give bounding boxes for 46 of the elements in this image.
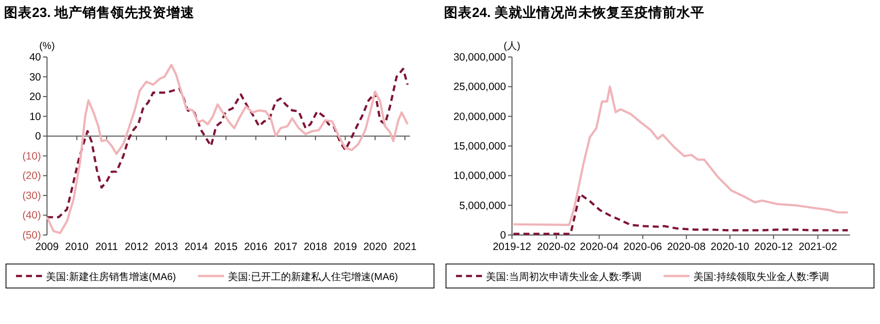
y-tick-label: (50) — [22, 230, 41, 242]
y-tick-label: (30) — [22, 190, 41, 202]
y-axis-title: (%) — [39, 41, 55, 52]
y-tick-label: 30,000,000 — [453, 52, 506, 64]
x-tick-label: 2014 — [184, 241, 208, 253]
legend-label: 美国:新建住房销售增速(MA6) — [46, 271, 176, 283]
y-tick-label: 0 — [500, 230, 506, 242]
x-tick-label: 2019 — [334, 241, 358, 253]
x-tick-label: 2020-04 — [580, 241, 619, 253]
legend-label: 美国:已开工的新建私人住宅增速(MA6) — [228, 271, 398, 283]
x-tick-label: 2020 — [363, 241, 387, 253]
x-tick-label: 2019-12 — [492, 241, 532, 253]
y-tick-label: (40) — [22, 210, 41, 222]
x-tick-label: 2020-06 — [623, 241, 662, 253]
x-tick-label: 2020-10 — [710, 241, 750, 253]
x-tick-label: 2011 — [95, 241, 118, 253]
x-tick-label: 2009 — [35, 241, 59, 253]
x-tick-label: 2021 — [393, 241, 417, 253]
x-tick-label: 2010 — [65, 241, 89, 253]
y-tick-label: 0 — [35, 130, 42, 143]
x-tick-label: 2017 — [274, 241, 298, 253]
y-tick-label: 5,000,000 — [459, 200, 506, 212]
y-tick-label: (10) — [22, 150, 41, 162]
y-tick-label: 20,000,000 — [453, 110, 506, 123]
y-tick-label: 25,000,000 — [453, 81, 506, 94]
y-tick-label: 20 — [29, 91, 42, 104]
y-tick-label: 15,000,000 — [453, 140, 506, 152]
chart-title: 图表23. 地产销售领先投资增速 — [4, 4, 196, 20]
y-axis-title: (人) — [504, 41, 520, 52]
y-tick-label: 10 — [29, 110, 42, 123]
x-tick-label: 2012 — [124, 241, 148, 253]
y-tick-label: (20) — [22, 170, 41, 182]
x-tick-label: 2021-02 — [798, 241, 838, 253]
y-tick-label: 30 — [29, 71, 42, 84]
x-tick-label: 2016 — [244, 241, 268, 253]
x-tick-label: 2015 — [214, 241, 238, 253]
y-tick-label: 10,000,000 — [453, 170, 506, 182]
x-tick-label: 2020-08 — [667, 241, 706, 253]
x-tick-label: 2013 — [154, 241, 178, 253]
y-tick-label: 40 — [29, 52, 42, 64]
x-tick-label: 2018 — [304, 241, 328, 253]
legend-label: 美国:持续领取失业金人数:季调 — [694, 271, 830, 283]
chart-title: 图表24. 美就业情况尚未恢复至疫情前水平 — [444, 4, 705, 20]
x-tick-label: 2020-02 — [537, 241, 576, 253]
x-tick-label: 2020-12 — [754, 241, 793, 253]
legend-label: 美国:当周初次申请失业金人数:季调 — [486, 271, 642, 283]
